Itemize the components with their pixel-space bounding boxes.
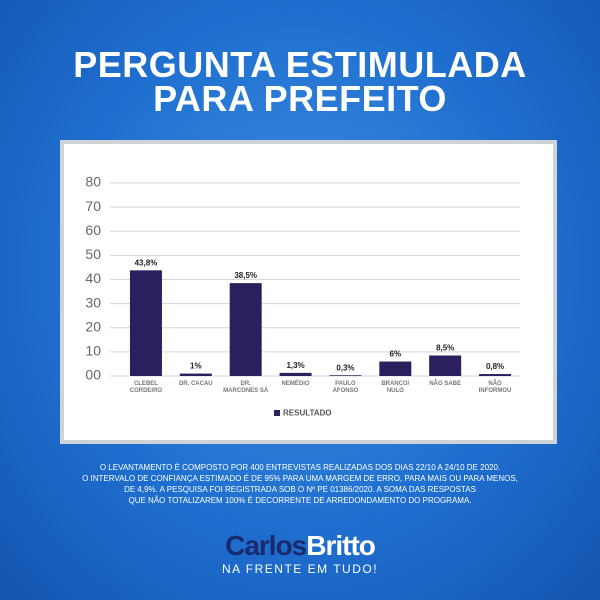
- bar: [329, 375, 362, 376]
- y-tick-label: 70: [85, 198, 101, 214]
- y-tick-label: 00: [85, 367, 101, 383]
- x-tick-label: BRANCO/ NULO: [381, 381, 410, 394]
- title-line: PERGUNTA ESTIMULADA: [73, 44, 527, 85]
- value-label: 1,3%: [286, 361, 304, 370]
- logo-second: Britto: [306, 530, 376, 561]
- value-label: 43,8%: [135, 258, 158, 267]
- value-label: 8,5%: [436, 344, 454, 353]
- legend-label: RESULTADO: [283, 409, 332, 418]
- bar: [129, 270, 162, 376]
- bar: [429, 355, 462, 376]
- footnote-line: DE 4,9%. A PESQUISA FOI REGISTRADA SOB O…: [124, 485, 476, 494]
- value-label: 0,3%: [336, 363, 354, 372]
- y-tick-label: 50: [85, 246, 101, 262]
- title-line: PARA PREFEITO: [153, 78, 447, 119]
- y-tick-label: 80: [85, 174, 101, 190]
- bar: [379, 361, 412, 376]
- logo: CarlosBritto: [0, 530, 600, 562]
- footnote-line: O INTERVALO DE CONFIANÇA ESTIMADO É DE 9…: [82, 474, 518, 483]
- y-tick-label: 20: [85, 318, 101, 334]
- x-tick-label: PAULO AFONSO: [332, 381, 359, 394]
- x-tick-label: NÃO SABE: [429, 381, 462, 387]
- value-label: 6%: [390, 350, 402, 359]
- y-tick-label: 30: [85, 294, 101, 310]
- logo-first: Carlos: [225, 530, 307, 561]
- value-label: 0,8%: [486, 362, 504, 371]
- bar: [479, 374, 512, 376]
- bar: [179, 373, 212, 376]
- bar: [279, 372, 312, 376]
- footnote-line: QUE NÃO TOTALIZAREM 100% É DECORRENTE DE…: [128, 496, 472, 505]
- x-tick-label: NÃO INFORMOU: [478, 381, 512, 394]
- y-tick-label: 40: [85, 270, 101, 286]
- value-label: 1%: [190, 362, 202, 371]
- x-tick-label: NEMÉDIO: [281, 381, 310, 387]
- y-tick-label: 10: [85, 343, 101, 359]
- x-tick-label: DR. MARCONES SÁ: [223, 381, 269, 394]
- bar: [229, 283, 262, 376]
- x-tick-label: CLEBEL CORDEIRO: [129, 381, 163, 394]
- tagline: NA FRENTE EM TUDO!: [221, 562, 379, 576]
- legend-swatch: [274, 410, 280, 416]
- footnote-line: O LEVANTAMENTO É COMPOSTO POR 400 ENTREV…: [99, 463, 501, 472]
- x-tick-label: DR. CACAU: [178, 381, 213, 387]
- y-tick-label: 60: [85, 222, 101, 238]
- value-label: 38,5%: [234, 271, 257, 280]
